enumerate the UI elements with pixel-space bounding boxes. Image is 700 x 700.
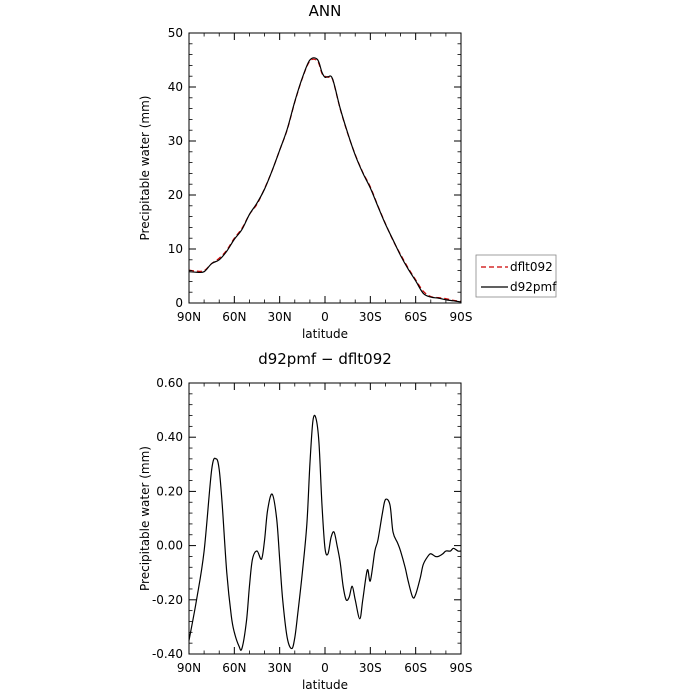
bottom-chart-y-tick-label: 0.40 (156, 430, 183, 444)
bottom-chart-y-axis-label: Precipitable water (mm) (138, 446, 152, 591)
bottom-chart-x-tick-label: 60N (222, 661, 246, 675)
legend-box (475, 254, 557, 298)
legend-label-dflt092: dflt092 (510, 260, 553, 274)
top-chart-y-axis-label: Precipitable water (mm) (138, 96, 152, 241)
bottom-chart-y-tick-label: 0.20 (156, 484, 183, 498)
top-chart-y-tick-label: 20 (168, 188, 183, 202)
top-chart-series-group (188, 57, 462, 303)
bottom-chart-y-tick-label: 0.60 (156, 376, 183, 390)
bottom-chart-x-tick-label: 0 (321, 661, 329, 675)
bottom-chart-y-tick-label: -0.20 (152, 593, 183, 607)
bottom-chart-title: d92pmf − dflt092 (258, 350, 392, 368)
top-chart-y-tick-label: 30 (168, 134, 183, 148)
bottom-chart-series-group (188, 414, 462, 651)
top-chart-x-tick-label: 90S (450, 310, 473, 324)
top-chart-y-tick-label: 50 (168, 26, 183, 40)
top-chart-y-tick-label: 40 (168, 80, 183, 94)
bottom-chart-x-ticks: 90N 60N 30N 0 30S 60S 90S (177, 383, 473, 675)
bottom-chart-frame (188, 382, 462, 655)
legend-label-d92pmf: d92pmf (510, 280, 557, 294)
bottom-chart-x-axis-label: latitude (302, 678, 348, 692)
bottom-chart-series-difference (188, 414, 462, 651)
top-chart-x-tick-label: 30N (268, 310, 292, 324)
bottom-chart-y-ticks: -0.40 -0.20 0.00 0.20 0.40 0.60 (152, 376, 461, 661)
legend: dflt092 d92pmf (475, 254, 557, 298)
top-chart-x-tick-label: 90N (177, 310, 201, 324)
top-chart-x-tick-label: 60S (404, 310, 427, 324)
top-chart-title: ANN (309, 2, 342, 20)
top-chart-series-dflt092 (188, 58, 462, 302)
bottom-chart-x-tick-label: 60S (404, 661, 427, 675)
top-chart-y-tick-label: 0 (175, 296, 183, 310)
top-chart-panel: ANN 0 10 20 30 40 50 90N 60N 30N 0 30S 60S 90S lati… (138, 2, 472, 341)
top-chart-x-tick-label: 0 (321, 310, 329, 324)
top-chart-x-tick-label: 30S (359, 310, 382, 324)
top-chart-x-ticks: 90N 60N 30N 0 30S 60S 90S (177, 33, 473, 324)
bottom-chart-x-tick-label: 90S (450, 661, 473, 675)
bottom-chart-x-tick-label: 30S (359, 661, 382, 675)
bottom-chart-x-tick-label: 90N (177, 661, 201, 675)
top-chart-x-axis-label: latitude (302, 327, 348, 341)
bottom-chart-x-tick-label: 30N (268, 661, 292, 675)
bottom-chart-y-tick-label: -0.40 (152, 647, 183, 661)
bottom-chart-panel: d92pmf − dflt092 -0.40 -0.20 0.00 0.20 0.40 0… (138, 350, 472, 692)
top-chart-frame (188, 32, 462, 304)
top-chart-series-d92pmf (188, 57, 462, 303)
bottom-chart-y-tick-label: 0.00 (156, 539, 183, 553)
top-chart-y-tick-label: 10 (168, 242, 183, 256)
top-chart-y-ticks: 0 10 20 30 40 50 (168, 26, 461, 310)
top-chart-x-tick-label: 60N (222, 310, 246, 324)
